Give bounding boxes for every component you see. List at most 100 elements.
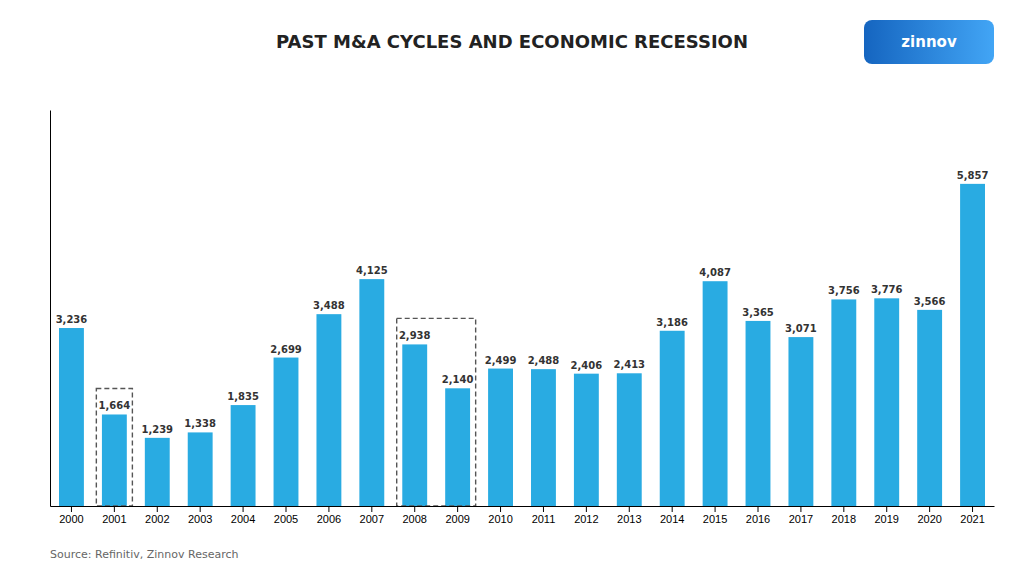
bar (617, 373, 642, 506)
x-tick: 2020 (917, 506, 941, 525)
y-axis (50, 111, 51, 507)
x-tick-label: 2005 (274, 513, 298, 525)
x-tick: 2004 (231, 506, 255, 525)
data-label: 5,857 (957, 170, 989, 181)
data-label: 3,186 (656, 317, 688, 328)
bar (316, 314, 341, 506)
bar (445, 388, 470, 506)
data-label: 3,776 (871, 284, 903, 295)
data-label: 3,756 (828, 285, 860, 296)
data-label: 3,236 (56, 314, 88, 325)
x-tick-label: 2000 (59, 513, 83, 525)
data-labels: 3,2361,6641,2391,3381,8352,6993,4884,125… (56, 170, 989, 435)
x-tick-mark (457, 506, 458, 512)
x-tick-mark (71, 506, 72, 512)
data-label: 2,488 (528, 355, 560, 366)
x-tick-mark (886, 506, 887, 512)
x-tick-mark (500, 506, 501, 512)
bar (102, 414, 127, 506)
chart: PAST M&A CYCLES AND ECONOMIC RECESSION zi… (0, 0, 1024, 576)
x-tick: 2017 (789, 506, 813, 525)
x-tick: 2009 (445, 506, 469, 525)
x-tick-mark (629, 506, 630, 512)
x-tick: 2001 (102, 506, 126, 525)
x-axis: 2000 2001 2002 2003 2004 2005 2006 2007 2008 2009… (51, 506, 995, 525)
x-tick-label: 2015 (703, 513, 727, 525)
x-tick-label: 2009 (445, 513, 469, 525)
x-tick-mark (800, 506, 801, 512)
x-tick: 2018 (832, 506, 856, 525)
bar (746, 321, 771, 506)
data-label: 1,338 (184, 418, 216, 429)
x-tick: 2003 (188, 506, 212, 525)
x-tick-mark (371, 506, 372, 512)
x-tick-mark (758, 506, 759, 512)
bar (145, 438, 170, 506)
data-label: 4,087 (699, 267, 731, 278)
x-tick: 2005 (274, 506, 298, 525)
plot: 3,2361,6641,2391,3381,8352,6993,4884,125… (51, 111, 995, 525)
bar (703, 281, 728, 506)
x-tick-label: 2003 (188, 513, 212, 525)
data-label: 2,499 (485, 355, 517, 366)
x-tick-label: 2006 (317, 513, 341, 525)
x-tick: 2008 (402, 506, 426, 525)
x-tick-label: 2007 (360, 513, 384, 525)
bar (788, 337, 813, 506)
x-tick-label: 2002 (145, 513, 169, 525)
data-label: 2,140 (442, 374, 474, 385)
title: PAST M&A CYCLES AND ECONOMIC RECESSION (276, 31, 748, 52)
data-label: 2,406 (571, 360, 603, 371)
x-tick-mark (972, 506, 973, 512)
data-label: 2,938 (399, 330, 431, 341)
data-label: 3,488 (313, 300, 345, 311)
x-tick-label: 2016 (746, 513, 770, 525)
bar (359, 279, 384, 506)
bar (874, 298, 899, 506)
bar (831, 299, 856, 506)
data-label: 4,125 (356, 265, 388, 276)
x-tick: 2000 (59, 506, 83, 525)
x-tick-label: 2019 (874, 513, 898, 525)
bar (402, 344, 427, 506)
x-tick: 2014 (660, 506, 684, 525)
x-tick: 2012 (574, 506, 598, 525)
x-tick-label: 2018 (832, 513, 856, 525)
logo: zinnov (864, 20, 994, 64)
recession-box (96, 388, 132, 506)
bar (274, 358, 299, 506)
x-tick: 2016 (746, 506, 770, 525)
x-tick: 2013 (617, 506, 641, 525)
data-label: 2,413 (613, 359, 645, 370)
x-tick-label: 2010 (488, 513, 512, 525)
x-tick: 2011 (532, 506, 556, 525)
x-tick-label: 2011 (532, 513, 556, 525)
bar (660, 331, 685, 506)
bars (59, 184, 985, 506)
x-tick-label: 2014 (660, 513, 684, 525)
bar (59, 328, 84, 506)
x-tick-mark (715, 506, 716, 512)
bar (488, 369, 513, 506)
x-tick-mark (672, 506, 673, 512)
x-tick-label: 2008 (402, 513, 426, 525)
x-tick-label: 2004 (231, 513, 255, 525)
data-label: 3,365 (742, 307, 774, 318)
x-tick-label: 2012 (574, 513, 598, 525)
x-tick-mark (200, 506, 201, 512)
y-axis-line (50, 111, 51, 507)
data-label: 1,239 (141, 424, 173, 435)
data-label: 1,664 (99, 400, 131, 411)
x-tick-mark (843, 506, 844, 512)
x-tick-mark (114, 506, 115, 512)
x-tick: 2019 (874, 506, 898, 525)
x-tick-mark (414, 506, 415, 512)
x-tick-mark (543, 506, 544, 512)
x-tick-label: 2001 (102, 513, 126, 525)
x-tick-mark (157, 506, 158, 512)
bar (531, 369, 556, 506)
x-tick-mark (328, 506, 329, 512)
bar (231, 405, 256, 506)
bar (917, 310, 942, 506)
x-tick-label: 2013 (617, 513, 641, 525)
